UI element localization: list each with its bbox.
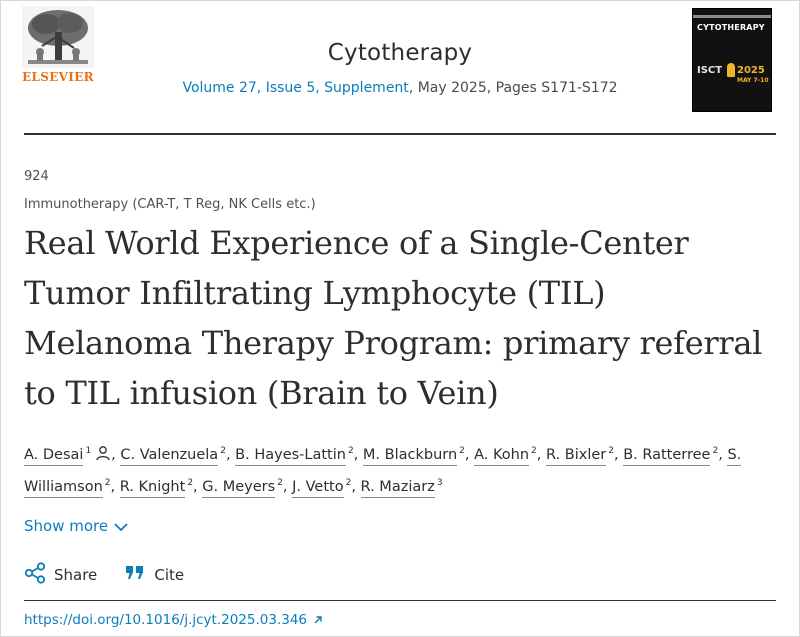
article-section: Immunotherapy (CAR-T, T Reg, NK Cells et… [24,197,316,212]
quote-icon [126,566,144,579]
article-number: 924 [24,169,49,184]
volume-issue-link[interactable]: Volume 27, Issue 5, Supplement [182,80,409,96]
author-name: G. Meyers [202,479,276,498]
chevron-down-icon [114,523,128,532]
author-name: S. Williamson [24,447,742,498]
journal-header: ELSEVIER Cytotherapy Volume 27, Issue 5,… [0,0,800,134]
cover-title: CYTOTHERAPY [697,23,765,32]
author-name: M. Blackburn [362,447,458,466]
author-separator: , [193,479,203,495]
author-name: R. Maziarz [360,479,435,498]
author-separator: , [718,447,728,463]
author-separator: , [613,447,624,463]
publisher-wordmark: ELSEVIER [22,70,94,84]
journal-title[interactable]: Cytotherapy [327,40,473,66]
article-title: Real World Experience of a Single-Center… [24,224,763,412]
author-name: R. Bixler [545,447,607,466]
external-link-icon [314,616,322,624]
author-link[interactable]: M. Blackburn 2 [362,446,465,466]
author-name: J. Vetto [292,479,344,498]
actions-divider [24,600,776,601]
author-separator: , [282,479,293,495]
journal-issue-line: Volume 27, Issue 5, Supplement, May 2025… [140,80,660,96]
author-link[interactable]: C. Valenzuela 2 [120,446,226,466]
author-link[interactable]: A. Desai 1 [24,446,111,466]
affiliation-marker: 2 [712,446,719,456]
cover-isct: ISCT [697,65,723,76]
author-separator: , [351,479,361,495]
affiliation-marker: 2 [104,478,111,488]
fleur-de-lis-icon [727,63,735,77]
author-separator: , [110,479,120,495]
header-divider [24,133,776,135]
author-link[interactable]: R. Maziarz 3 [360,478,443,498]
cover-year: 2025 [737,65,765,76]
author-link[interactable]: A. Kohn 2 [474,446,537,466]
affiliation-marker: 2 [187,478,194,488]
article-actions: Share Cite [24,562,206,588]
cite-label: Cite [154,566,185,584]
affiliation-marker: 2 [459,446,465,456]
author-link[interactable]: B. Ratterree 2 [623,446,719,466]
author-separator: , [353,447,363,463]
share-button[interactable]: Share [24,562,97,584]
author-name: B. Ratterree [623,447,711,466]
author-link[interactable]: R. Knight 2 [119,478,194,498]
affiliation-marker: 1 [85,446,92,456]
author-name: B. Hayes-Lattin [235,447,346,466]
author-name: C. Valenzuela [120,447,219,466]
author-link[interactable]: B. Hayes-Lattin 2 [235,446,354,466]
cover-band [693,15,771,18]
doi-link[interactable]: https://doi.org/10.1016/j.jcyt.2025.03.3… [24,612,323,628]
author-name: A. Desai [24,447,84,466]
affiliation-marker: 2 [220,446,226,456]
author-separator: , [464,447,475,463]
issue-details: , May 2025, Pages S171-S172 [408,80,618,96]
journal-cover-image[interactable]: CYTOTHERAPY ISCT 2025 MAY 7-10 [692,8,772,112]
affiliation-marker: 2 [277,478,283,488]
share-label: Share [54,566,98,584]
author-list: A. Desai 1, C. Valenzuela 2, B. Hayes-Latt… [24,437,776,501]
elsevier-logo[interactable]: ELSEVIER [22,6,94,88]
affiliation-marker: 3 [436,478,443,488]
author-link[interactable]: G. Meyers 2 [202,478,283,498]
affiliation-marker: 2 [608,446,614,456]
affiliation-marker: 2 [345,478,352,488]
author-link[interactable]: S. Williamson 2 [24,447,742,498]
share-icon [24,562,46,584]
author-name: R. Knight [119,479,186,498]
author-link[interactable]: J. Vetto 2 [292,478,352,498]
doi-text: https://doi.org/10.1016/j.jcyt.2025.03.3… [24,612,307,628]
author-separator: , [536,447,546,463]
show-more-label: Show more [24,517,109,535]
author-separator: , [225,447,236,463]
affiliation-marker: 2 [531,446,537,456]
author-link[interactable]: R. Bixler 2 [545,446,614,466]
show-more-button[interactable]: Show more [24,517,128,535]
cite-button[interactable]: Cite [124,562,184,584]
author-name: A. Kohn [474,447,530,466]
person-icon [96,446,110,461]
cover-dates: MAY 7-10 [737,77,769,84]
affiliation-marker: 2 [347,446,354,456]
author-separator: , [111,447,121,463]
elsevier-tree-icon [22,6,94,68]
